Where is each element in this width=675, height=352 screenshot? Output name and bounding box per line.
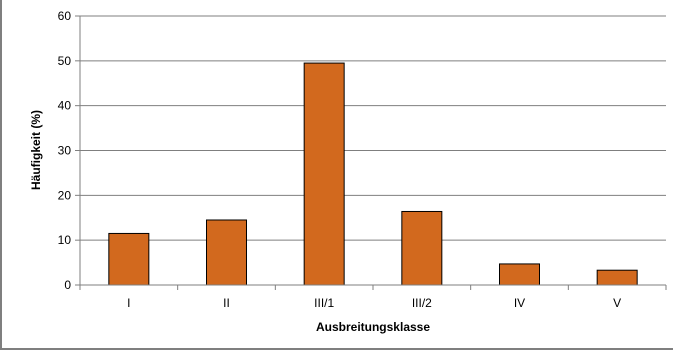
y-tick-label: 60 — [58, 9, 72, 23]
bar-V — [596, 269, 638, 286]
bar-IV — [499, 263, 540, 286]
bar-I — [108, 232, 150, 286]
x-tick-label: II — [223, 296, 230, 310]
gridlines — [75, 15, 666, 286]
x-tick-labels: I II III/1 III/2 IV V — [79, 285, 667, 310]
y-tick-label: 20 — [58, 188, 72, 202]
x-axis-title: Ausbreitungsklasse — [316, 320, 430, 334]
bar-II — [206, 219, 247, 286]
bar-III/2 — [401, 210, 443, 286]
y-tick-label: 0 — [64, 278, 71, 292]
bar-III/1 — [303, 62, 345, 286]
x-tick-label: I — [127, 296, 130, 310]
y-tick-labels: 0 10 20 30 40 50 60 — [58, 9, 72, 292]
y-axis-title: Häufigkeit (%) — [29, 110, 43, 190]
x-tick-label: IV — [514, 296, 525, 310]
x-tick-label: III/1 — [314, 296, 334, 310]
y-tick-label: 10 — [58, 233, 72, 247]
y-tick-label: 40 — [58, 99, 72, 113]
bars — [108, 62, 638, 286]
y-tick-label: 50 — [58, 54, 72, 68]
x-tick-label: III/2 — [412, 296, 432, 310]
y-tick-label: 30 — [58, 144, 72, 158]
x-tick-label: V — [613, 296, 621, 310]
